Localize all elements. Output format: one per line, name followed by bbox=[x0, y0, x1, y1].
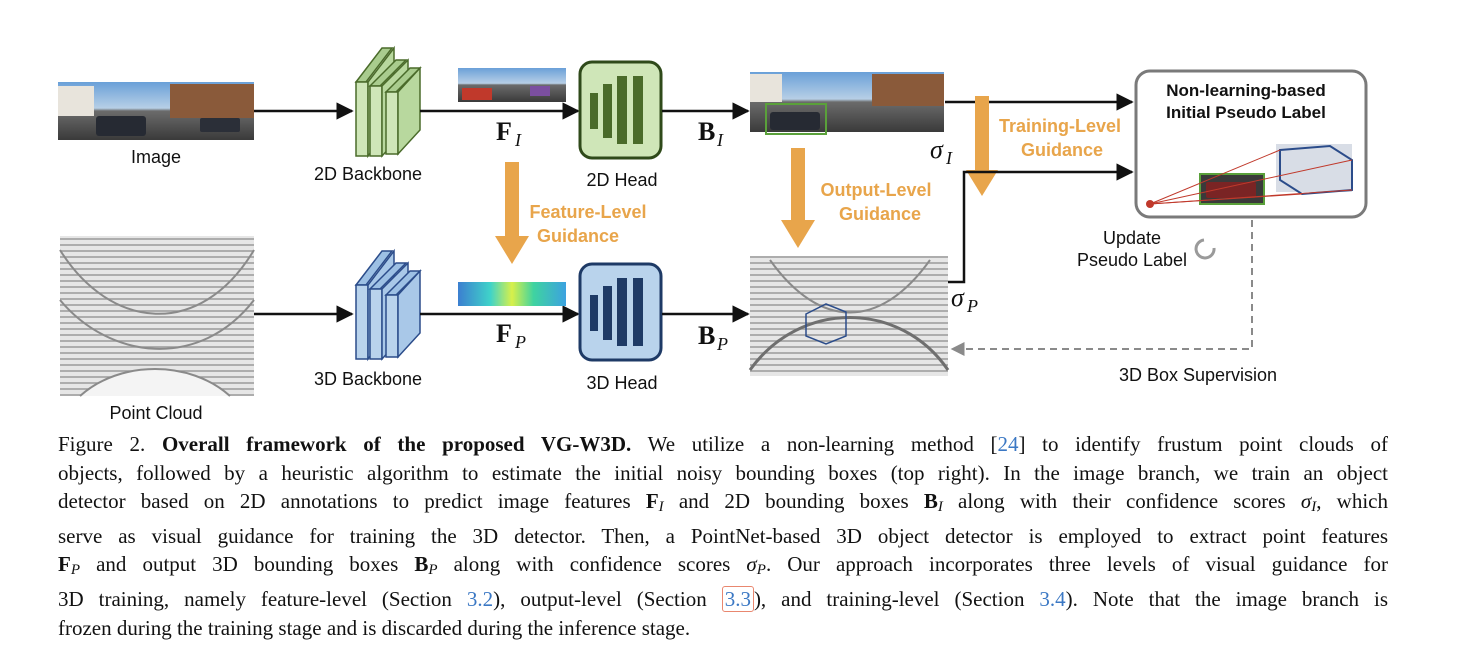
caption-text: along with their confidence scores bbox=[958, 489, 1286, 514]
caption-line-2: objects, followed by a heuristic algorit… bbox=[58, 460, 1388, 485]
backbone-3d-label: 3D Backbone bbox=[314, 369, 422, 389]
math-F-P: F P bbox=[496, 319, 526, 352]
caption-text: ), and training-level (Section bbox=[753, 586, 1025, 611]
caption-text: ). Note that the image branch is bbox=[1065, 586, 1389, 611]
backbone-2d-label: 2D Backbone bbox=[314, 164, 422, 184]
svg-text:P: P bbox=[514, 332, 526, 352]
caption-text: and output 3D bounding boxes bbox=[96, 552, 399, 577]
framework-diagram: Image 2D Backbone F I 2D Head B I bbox=[58, 45, 1368, 423]
image-feature-thumbnail bbox=[458, 68, 566, 102]
svg-text:I: I bbox=[514, 130, 522, 150]
math-B-I: B I bbox=[698, 117, 724, 150]
ref-3-4[interactable]: 3.4 bbox=[1039, 586, 1066, 611]
svg-text:I: I bbox=[716, 130, 724, 150]
backbone-3d-icon bbox=[354, 248, 422, 362]
caption-text: ), output-level (Section bbox=[493, 586, 707, 611]
output-3d-point-cloud bbox=[748, 256, 950, 376]
input-image bbox=[58, 82, 254, 140]
head-2d-label: 2D Head bbox=[586, 170, 657, 190]
training-level-label-1: Training-Level bbox=[999, 116, 1121, 136]
sym-sigma-I: σI bbox=[1300, 489, 1317, 516]
caption-line-4: serve as visual guidance for training th… bbox=[58, 523, 1388, 548]
svg-text:σ: σ bbox=[951, 283, 965, 312]
output-level-arrow bbox=[781, 148, 815, 248]
svg-text:B: B bbox=[698, 321, 715, 350]
figure-caption: Figure 2. Overall framework of the propo… bbox=[58, 430, 1388, 642]
input-point-cloud bbox=[59, 236, 255, 397]
ref-3-2[interactable]: 3.2 bbox=[466, 586, 494, 611]
figure-number: Figure 2. bbox=[58, 432, 146, 456]
caption-text: along with confidence scores bbox=[453, 552, 731, 577]
training-level-arrow bbox=[966, 96, 998, 196]
svg-text:σ: σ bbox=[930, 135, 944, 164]
refresh-icon bbox=[1194, 238, 1216, 260]
point-feature-thumbnail bbox=[458, 282, 566, 306]
pseudo-label-title-1: Non-learning-based bbox=[1166, 81, 1326, 100]
math-B-P: B P bbox=[698, 321, 728, 354]
dashed-supervision-arrow bbox=[950, 220, 1253, 356]
supervision-label: 3D Box Supervision bbox=[1119, 365, 1277, 385]
point-cloud-label: Point Cloud bbox=[109, 403, 202, 423]
output-level-label-2: Guidance bbox=[839, 204, 921, 224]
caption-title: Overall framework of the proposed VG-W3D… bbox=[161, 432, 632, 456]
feature-level-arrow bbox=[495, 162, 529, 264]
svg-text:F: F bbox=[496, 117, 512, 146]
caption-text: , which bbox=[1316, 489, 1389, 514]
image-label: Image bbox=[131, 147, 181, 167]
svg-text:I: I bbox=[945, 148, 953, 168]
head-3d-block bbox=[578, 262, 663, 362]
head-3d-label: 3D Head bbox=[586, 373, 657, 393]
update-label-2: Pseudo Label bbox=[1077, 250, 1187, 270]
feature-level-label-1: Feature-Level bbox=[529, 202, 646, 222]
arrow-3d-to-pseudo-label bbox=[948, 163, 1134, 284]
head-2d-block bbox=[578, 60, 663, 160]
caption-text: ] to identify frustum point clouds of bbox=[1018, 432, 1389, 456]
caption-text: detector based on 2D annotations to pred… bbox=[58, 489, 631, 514]
training-level-label-2: Guidance bbox=[1021, 140, 1103, 160]
caption-text: We utilize a non-learning method [ bbox=[647, 432, 998, 456]
sym-B-P: BP bbox=[414, 552, 438, 579]
sym-sigma-P: σP bbox=[746, 552, 766, 579]
ref-24[interactable]: 24 bbox=[997, 432, 1019, 456]
sym-F-I: FI bbox=[645, 489, 664, 516]
caption-line-7: frozen during the training stage and is … bbox=[58, 615, 691, 640]
pseudo-label-box bbox=[1134, 69, 1368, 219]
svg-text:F: F bbox=[496, 319, 512, 348]
update-label-1: Update bbox=[1103, 228, 1161, 248]
ref-3-3[interactable]: 3.3 bbox=[721, 585, 754, 612]
caption-text: . Our approach incorporates three levels… bbox=[765, 552, 1389, 577]
math-F-I: F I bbox=[496, 117, 522, 150]
output-level-label-1: Output-Level bbox=[821, 180, 932, 200]
svg-text:P: P bbox=[966, 296, 978, 316]
svg-text:B: B bbox=[698, 117, 715, 146]
pseudo-label-title-2: Initial Pseudo Label bbox=[1166, 103, 1326, 122]
feature-level-label-2: Guidance bbox=[537, 226, 619, 246]
caption-text: 3D training, namely feature-level (Secti… bbox=[58, 586, 452, 611]
math-sigma-I: σ I bbox=[930, 135, 953, 168]
backbone-2d-icon bbox=[354, 45, 422, 159]
sym-F-P: FP bbox=[58, 552, 80, 579]
math-sigma-P: σ P bbox=[951, 283, 978, 316]
output-2d-image bbox=[750, 72, 944, 135]
sym-B-I: BI bbox=[923, 489, 943, 516]
svg-text:P: P bbox=[716, 334, 728, 354]
caption-text: and 2D bounding boxes bbox=[678, 489, 909, 514]
